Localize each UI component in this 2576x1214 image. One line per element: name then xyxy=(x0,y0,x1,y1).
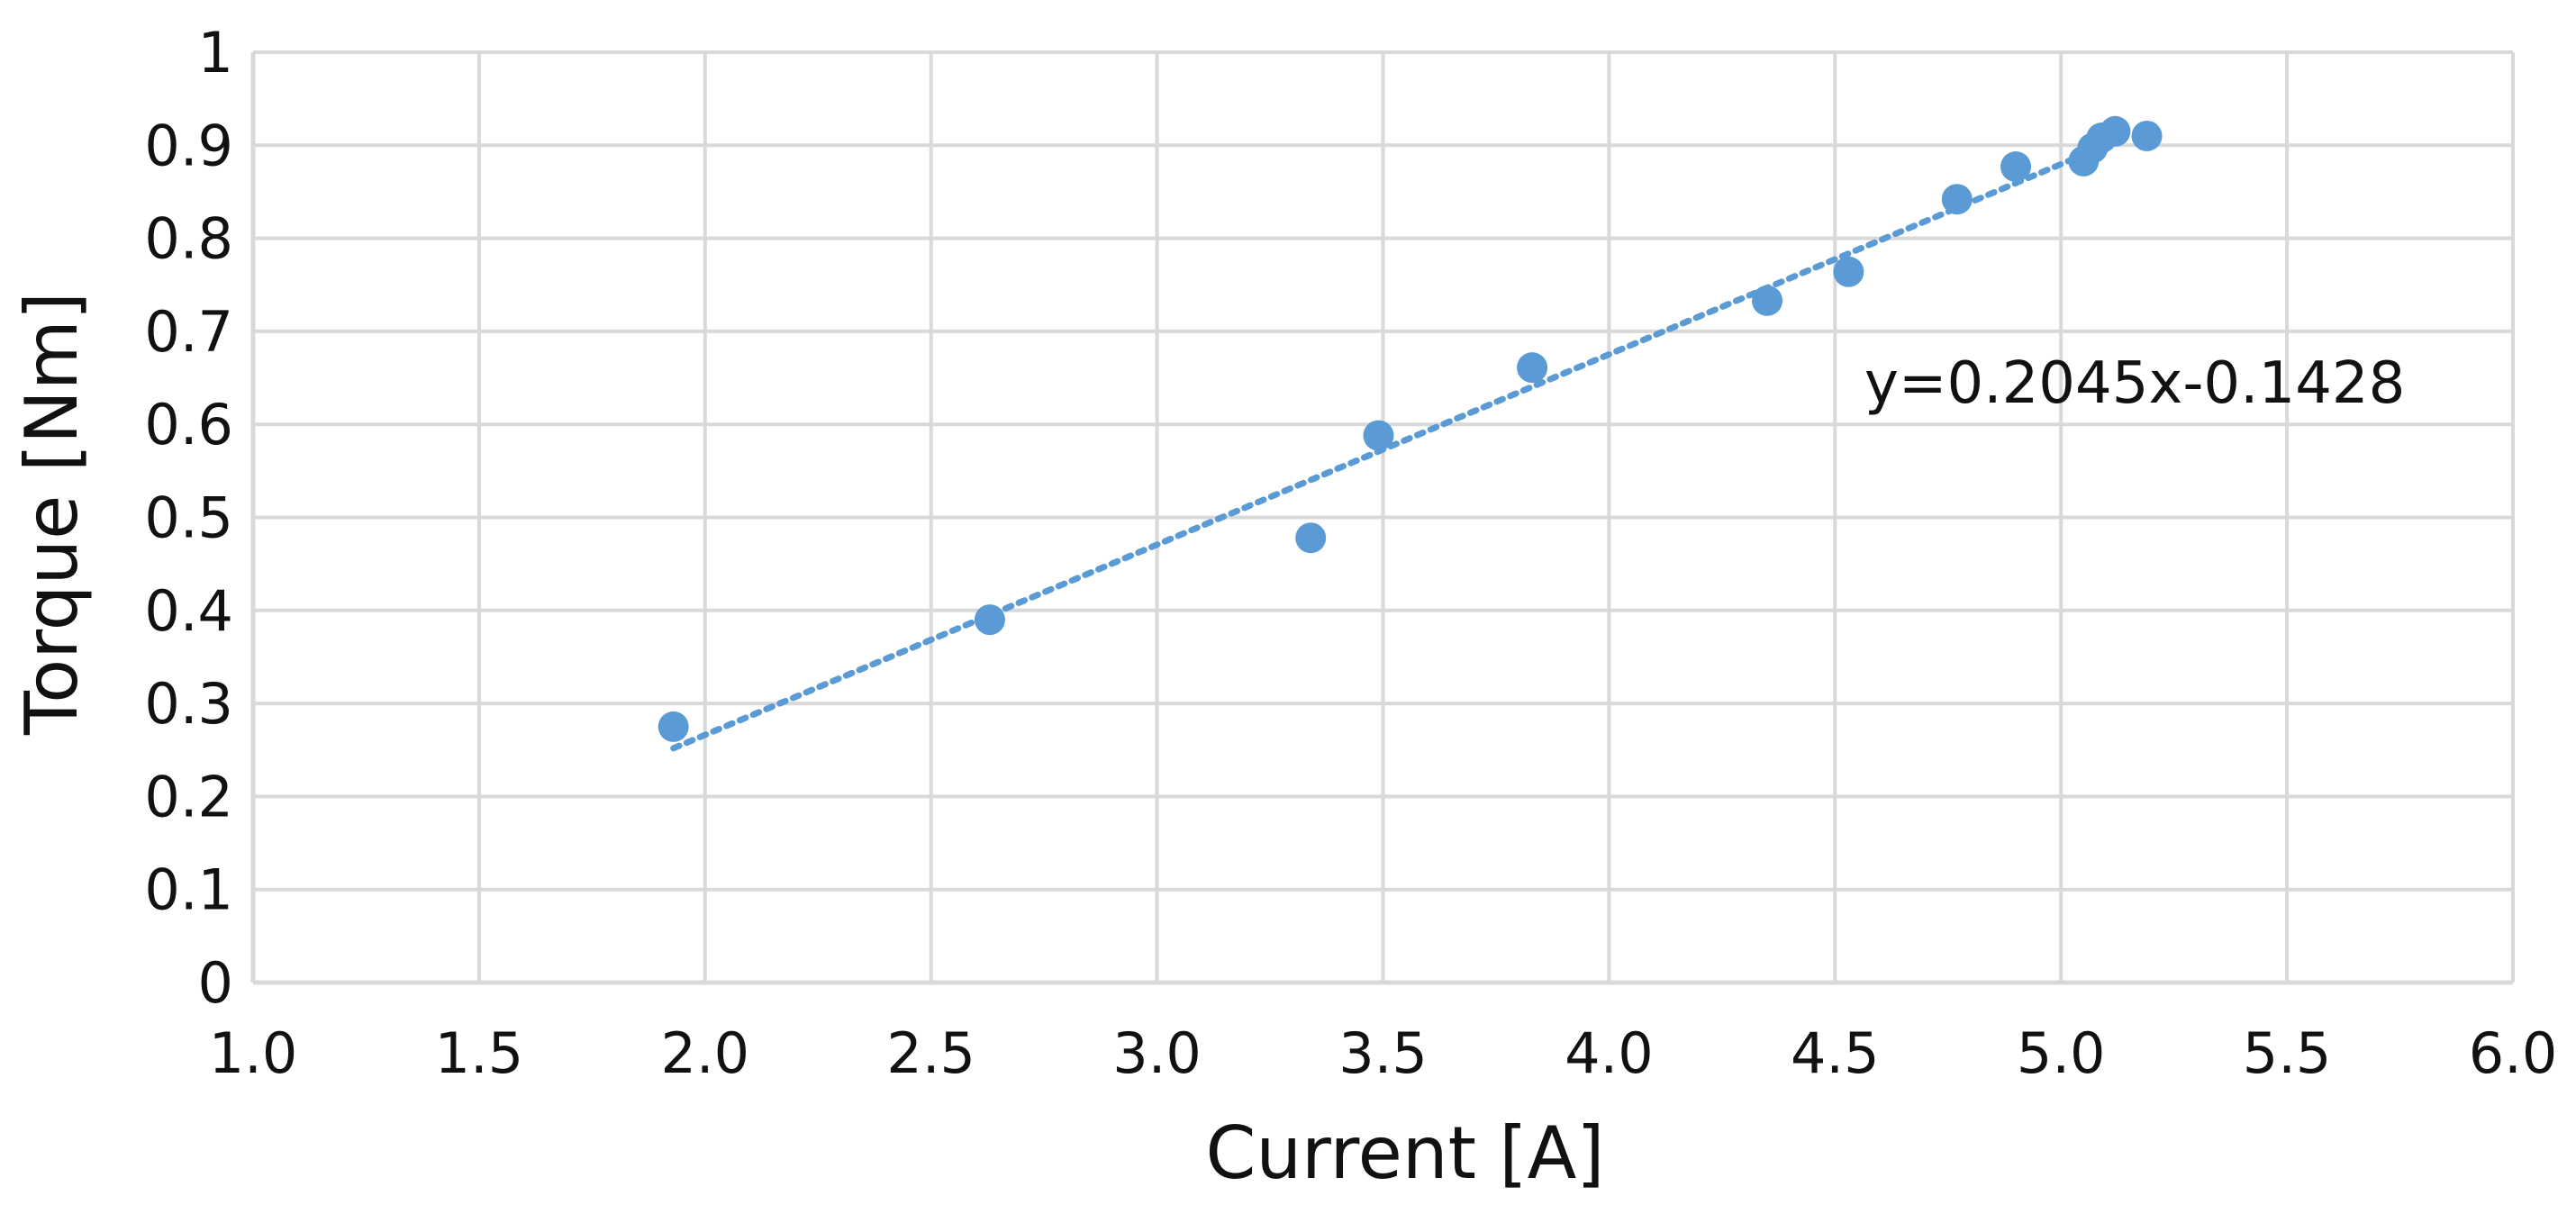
axes xyxy=(250,52,2513,985)
data-point xyxy=(974,604,1005,636)
data-points xyxy=(658,115,2163,742)
x-tick-label: 6.0 xyxy=(2469,1020,2558,1086)
data-point xyxy=(1295,522,1327,554)
y-tick-label: 0.7 xyxy=(144,299,233,365)
trendline xyxy=(670,138,2118,752)
y-tick-label: 0.8 xyxy=(144,206,233,272)
data-point xyxy=(2000,151,2032,183)
data-point xyxy=(2131,120,2163,151)
y-tick-label: 0.9 xyxy=(144,113,233,178)
y-tick-label: 0.5 xyxy=(144,485,233,551)
trendline-layer xyxy=(670,138,2118,752)
x-tick-label: 2.5 xyxy=(886,1020,975,1086)
y-axis-title: Torque [Nm] xyxy=(10,292,94,736)
data-point xyxy=(1517,352,1548,384)
trendline-equation-label: y=0.2045x-0.1428 xyxy=(1864,350,2405,417)
x-tick-label: 5.0 xyxy=(2017,1020,2106,1086)
x-tick-label: 5.5 xyxy=(2243,1020,2332,1086)
data-point xyxy=(1752,285,1783,316)
x-tick-label: 2.0 xyxy=(660,1020,749,1086)
x-tick-label: 1.5 xyxy=(435,1020,524,1086)
gridlines xyxy=(253,50,2515,983)
x-tick-labels: 1.0 1.5 2.0 2.5 3.0 3.5 4.0 4.5 5.0 5.5 6.0 xyxy=(209,1020,2558,1086)
x-tick-label: 4.5 xyxy=(1791,1020,1880,1086)
x-tick-label: 4.0 xyxy=(1565,1020,1654,1086)
x-tick-label: 3.5 xyxy=(1338,1020,1428,1086)
y-tick-label: 1 xyxy=(198,20,233,86)
data-point xyxy=(658,711,689,742)
y-tick-label: 0.1 xyxy=(144,857,233,923)
data-point xyxy=(1833,256,1864,287)
y-tick-label: 0.6 xyxy=(144,392,233,458)
x-tick-label: 3.0 xyxy=(1112,1020,1202,1086)
y-tick-labels: 0 0.1 0.2 0.3 0.4 0.5 0.6 0.7 0.8 0.9 1 xyxy=(144,20,233,1016)
y-tick-label: 0.4 xyxy=(144,578,233,644)
y-tick-label: 0 xyxy=(198,950,233,1016)
y-tick-label: 0.3 xyxy=(144,671,233,737)
y-tick-label: 0.2 xyxy=(144,764,233,829)
data-point xyxy=(2100,115,2131,147)
x-tick-label: 1.0 xyxy=(209,1020,298,1086)
data-point xyxy=(1363,420,1394,451)
data-point xyxy=(1941,184,1973,215)
x-axis-title: Current [A] xyxy=(1205,1111,1604,1195)
